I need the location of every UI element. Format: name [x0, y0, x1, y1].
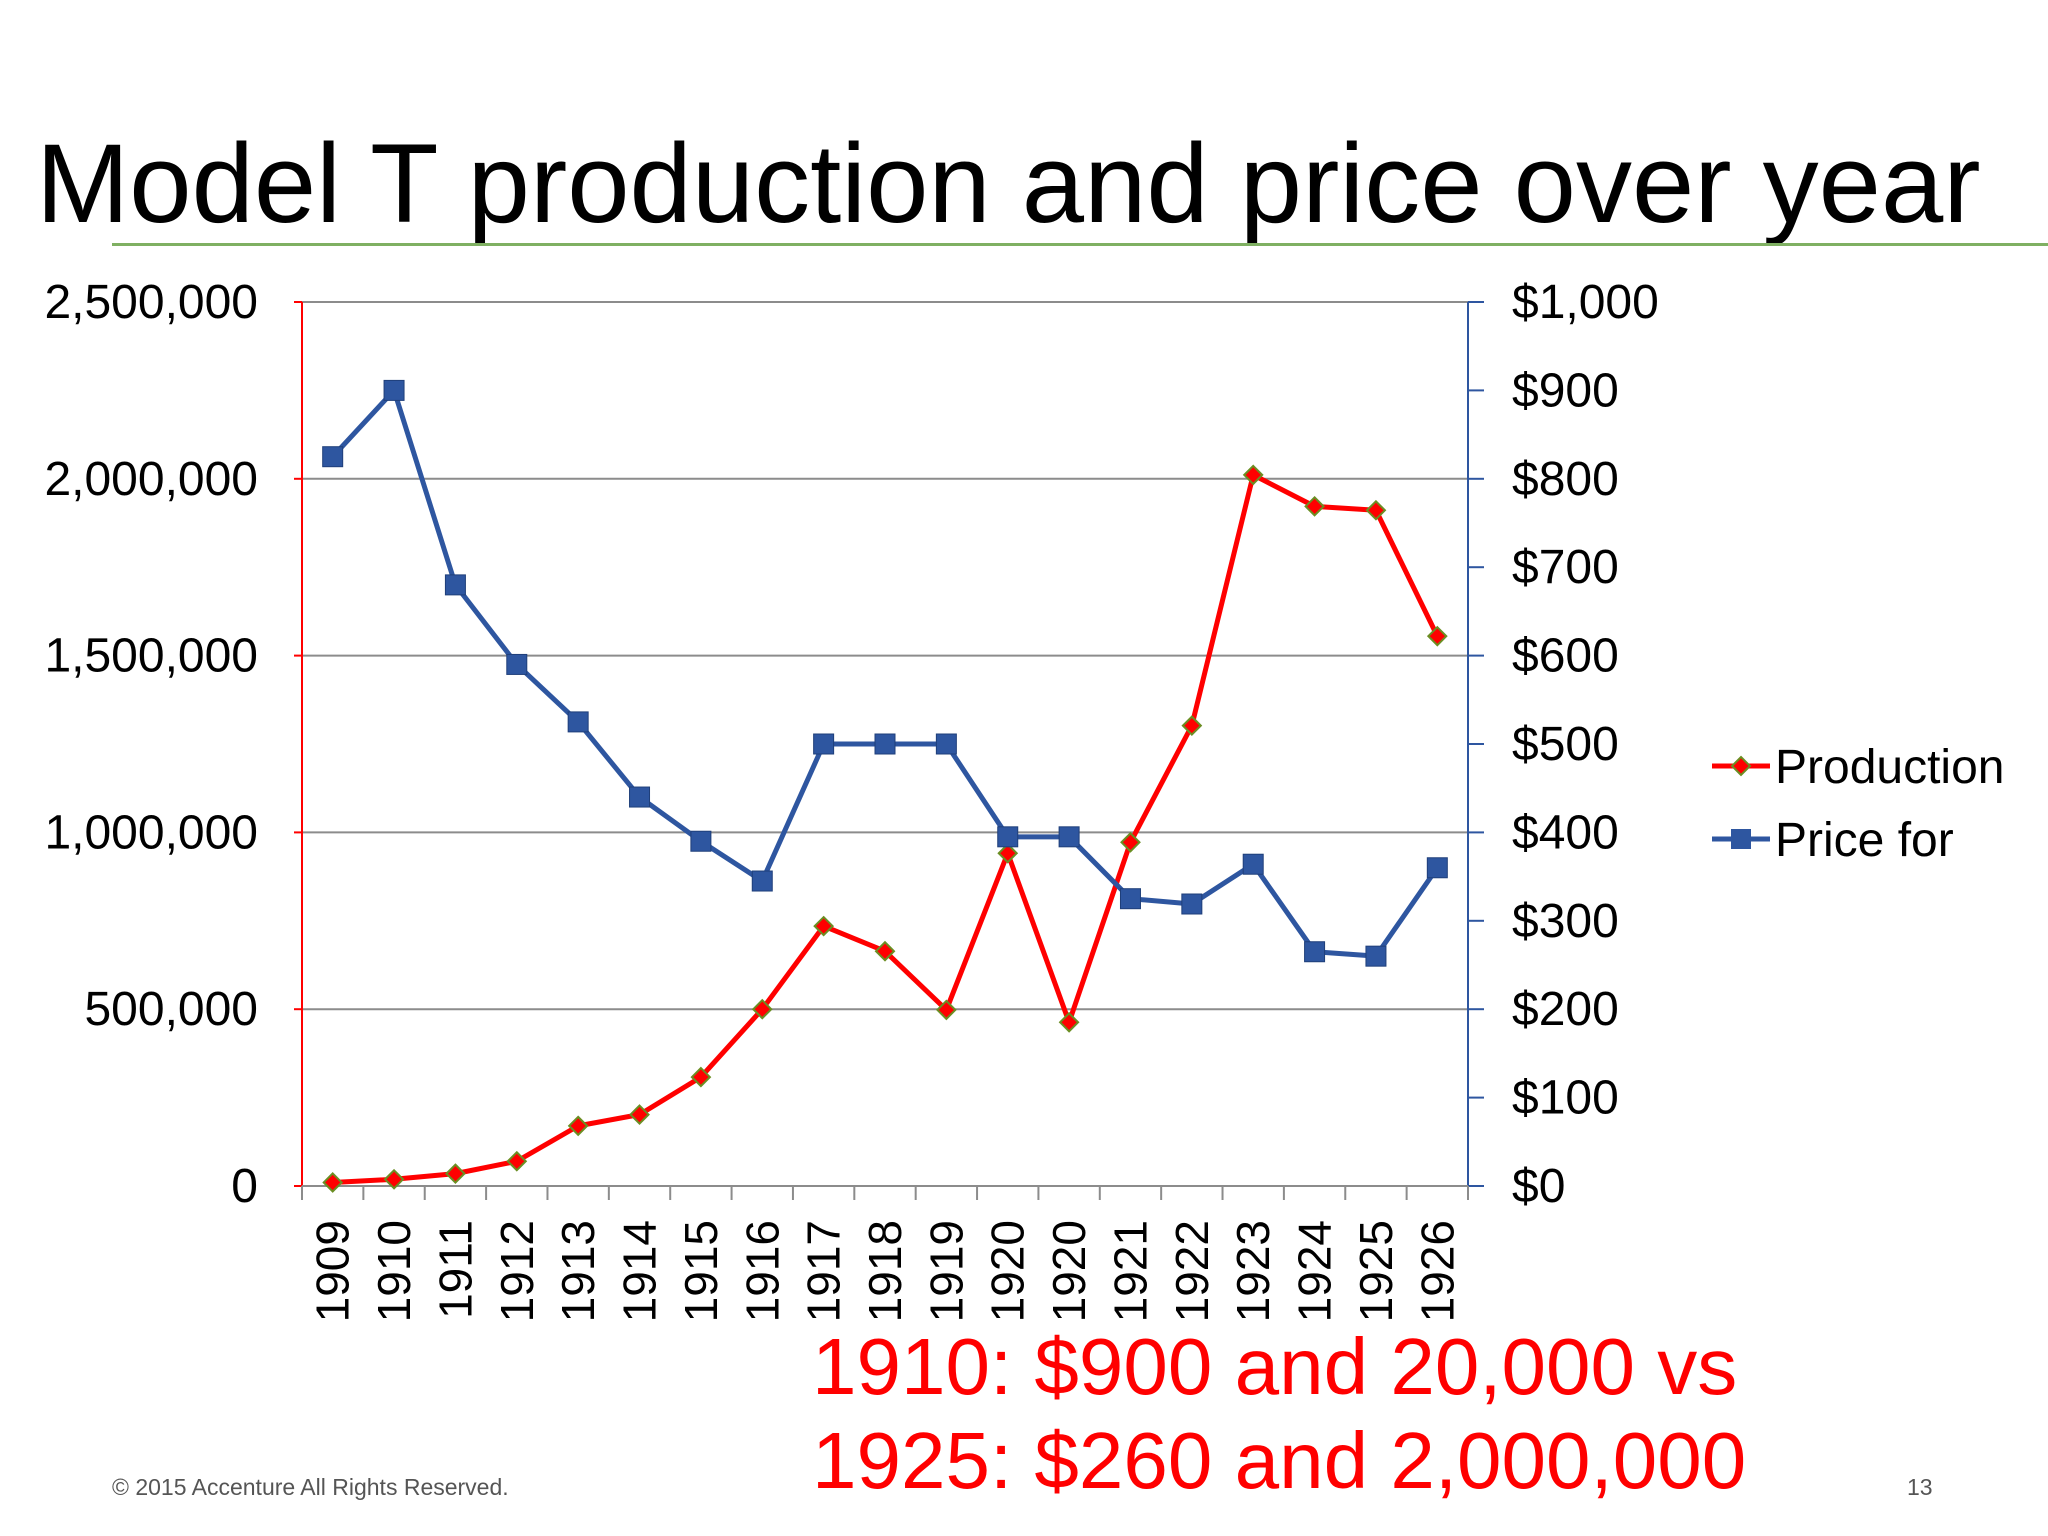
price-for-point [1181, 893, 1203, 915]
title-underline [112, 243, 2048, 246]
production-point [567, 1115, 589, 1137]
production-point [813, 915, 835, 937]
comparison-callout: 1910: $900 and 20,000 vs 1925: $260 and … [812, 1320, 1746, 1508]
production-point [1242, 464, 1264, 486]
price-for-point [874, 733, 896, 755]
x-tick-label: 1914 [614, 1220, 666, 1322]
price-for-point [1119, 888, 1141, 910]
price-for-point [567, 711, 589, 733]
production-line [332, 472, 1440, 1185]
production-point [997, 842, 1019, 864]
x-tick-label: 1913 [552, 1220, 604, 1322]
price-for-point [444, 574, 466, 596]
left-tick-label: 2,500,000 [44, 276, 258, 329]
right-tick-label: $1,000 [1512, 276, 1659, 329]
production-point [629, 1104, 650, 1125]
right-tick-label: $0 [1512, 1160, 1565, 1213]
x-tick-label: 1916 [736, 1220, 788, 1322]
legend: Production Price for [1712, 741, 2004, 867]
price-for-point [935, 733, 957, 755]
right-tick-label: $900 [1512, 364, 1619, 417]
series-layer [322, 379, 1448, 1193]
production-point [1181, 715, 1203, 737]
right-tick-label: $300 [1512, 895, 1619, 948]
slide-title: Model T production and price over year [36, 121, 1981, 246]
x-axis-ticks: 1909 1910 1911 1912 1913 1914 1915 1916 1917 1918… [301, 1186, 1469, 1322]
price-for-point [1365, 945, 1387, 967]
right-tick-label: $200 [1512, 983, 1619, 1036]
gridlines [302, 301, 1468, 1011]
left-tick-label: 0 [231, 1160, 258, 1213]
right-tick-label: $800 [1512, 453, 1619, 506]
production-point [1304, 495, 1325, 517]
page-number: 13 [1907, 1474, 1933, 1500]
x-tick-label: 1912 [491, 1220, 543, 1322]
production-point [1120, 831, 1141, 853]
legend-label-price-for: Price for [1775, 814, 1954, 867]
production-point [506, 1150, 528, 1172]
left-tick-label: 2,000,000 [44, 453, 258, 506]
right-axis-ticks: $0 $100 $200 $300 $400 $500 $600 $700 $800 $900 $1… [1468, 276, 1659, 1213]
right-tick-label: $500 [1512, 718, 1619, 771]
x-tick-label: 1924 [1289, 1220, 1341, 1322]
legend-swatch-marker [1731, 829, 1751, 849]
x-tick-label: 1921 [1104, 1220, 1156, 1322]
x-tick-label: 1911 [429, 1220, 481, 1319]
x-tick-label: 1920 [1043, 1220, 1095, 1322]
right-tick-label: $600 [1512, 630, 1619, 683]
production-point [1058, 1011, 1080, 1033]
left-tick-label: 500,000 [84, 983, 258, 1036]
price-for-point [997, 826, 1019, 848]
price-for-point [629, 786, 651, 808]
price-for-point [383, 379, 405, 401]
production-point [690, 1066, 712, 1088]
x-tick-label: 1917 [798, 1220, 850, 1322]
callout-line-2: 1925: $260 and 2,000,000 [812, 1416, 1747, 1505]
x-tick-label: 1925 [1350, 1220, 1402, 1322]
legend-label-production: Production [1775, 741, 2004, 794]
production-point [935, 999, 957, 1021]
price-for-point [1426, 857, 1448, 879]
price-for-point [690, 830, 712, 852]
price-for-point [813, 733, 835, 755]
copyright-notice: © 2015 Accenture All Rights Reserved. [112, 1474, 509, 1500]
production-point [874, 940, 896, 962]
x-tick-label: 1915 [675, 1220, 727, 1322]
production-point [445, 1163, 466, 1185]
price-for-point [1058, 826, 1080, 848]
production-point [751, 998, 773, 1020]
x-tick-label: 1919 [920, 1220, 972, 1322]
x-tick-label: 1922 [1166, 1220, 1218, 1322]
price-for-point [322, 446, 344, 468]
price-for-point [751, 870, 773, 892]
production-point [1365, 499, 1387, 521]
x-tick-label: 1909 [307, 1220, 359, 1322]
price-for-point [1242, 853, 1264, 875]
price-for-point [1304, 941, 1326, 963]
callout-line-1: 1910: $900 and 20,000 vs [812, 1322, 1738, 1411]
right-tick-label: $400 [1512, 806, 1619, 859]
left-tick-label: 1,500,000 [44, 630, 258, 683]
x-tick-label: 1910 [368, 1220, 420, 1322]
left-tick-label: 1,000,000 [44, 806, 258, 859]
x-tick-label: 1926 [1411, 1220, 1463, 1322]
production-point [322, 1172, 344, 1193]
right-tick-label: $700 [1512, 541, 1619, 594]
price-for-point [506, 653, 528, 675]
x-tick-label: 1923 [1227, 1220, 1279, 1322]
price-for-line [330, 387, 1440, 959]
legend-swatch-marker [1730, 755, 1752, 777]
left-axis-ticks: 0 500,000 1,000,000 1,500,000 2,000,000 2,500… [44, 276, 302, 1213]
production-point [383, 1168, 405, 1190]
right-tick-label: $100 [1512, 1072, 1619, 1125]
production-point [1426, 625, 1448, 647]
x-tick-label: 1920 [982, 1220, 1034, 1322]
x-tick-label: 1918 [859, 1220, 911, 1322]
